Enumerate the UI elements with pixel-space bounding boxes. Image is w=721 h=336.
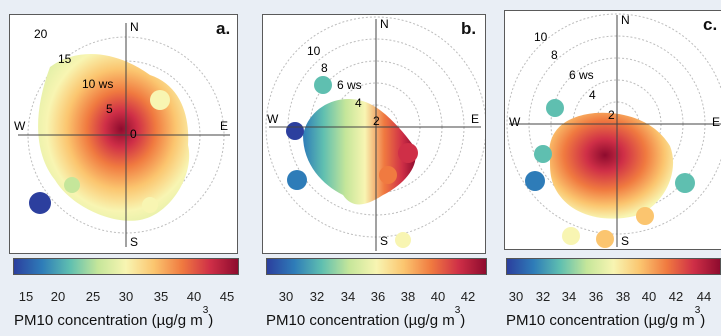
east-label: E <box>471 112 479 126</box>
tick-label: 38 <box>400 289 416 304</box>
tick-label: 15 <box>18 289 34 304</box>
ring-label: 8 <box>551 48 558 62</box>
south-label: S <box>621 234 629 248</box>
ring-label: 8 <box>321 61 328 75</box>
tick-label: 40 <box>641 289 657 304</box>
south-label: S <box>380 234 388 248</box>
ring-label: 5 <box>106 102 113 116</box>
tick-label: 40 <box>430 289 446 304</box>
tick-label: 42 <box>668 289 684 304</box>
south-label: S <box>130 235 138 249</box>
tick-label: 30 <box>508 289 524 304</box>
tick-label: 42 <box>460 289 476 304</box>
polar-plot-b: N S E W 10 8 6 ws 4 2 <box>265 16 485 251</box>
ring-label: 10 ws <box>82 77 113 91</box>
polar-plot-a: N S E W 20 15 10 ws 5 0 <box>14 20 230 249</box>
colorbar-title-c: PM10 concentration (µg/g m3) <box>506 305 706 329</box>
colorbar-c <box>506 258 721 275</box>
ring-label: 4 <box>355 96 362 110</box>
ring-label: 6 ws <box>337 78 362 92</box>
compass-axes <box>18 23 230 247</box>
concentration-surface <box>525 99 695 248</box>
tick-label: 36 <box>588 289 604 304</box>
north-label: N <box>130 20 139 34</box>
colorbar-b <box>266 258 487 275</box>
west-label: W <box>267 112 279 126</box>
tick-label: 30 <box>118 289 134 304</box>
ring-label: 20 <box>34 27 48 41</box>
colorbar-title-b: PM10 concentration (µg/g m3) <box>266 305 466 329</box>
ring-label: 4 <box>589 88 596 102</box>
ring-label: 2 <box>373 114 380 128</box>
tick-label: 35 <box>153 289 169 304</box>
tick-label: 25 <box>85 289 101 304</box>
tick-label: 45 <box>219 289 235 304</box>
tick-label: 34 <box>561 289 577 304</box>
compass-axes <box>269 19 481 251</box>
ring-label: 15 <box>58 52 72 66</box>
ring-label: 2 <box>608 108 615 122</box>
polar-plot-c: N S E W 10 8 6 ws 4 2 <box>506 13 721 248</box>
tick-label: 40 <box>186 289 202 304</box>
tick-label: 36 <box>370 289 386 304</box>
ring-label: 10 <box>534 30 548 44</box>
tick-label: 32 <box>535 289 551 304</box>
tick-label: 32 <box>309 289 325 304</box>
ring-label: 0 <box>130 127 137 141</box>
tick-label: 44 <box>696 289 712 304</box>
colorbar-ticks-c: 30 32 34 36 38 40 42 44 <box>506 289 721 305</box>
colorbar-a <box>13 258 239 275</box>
west-label: W <box>509 115 521 129</box>
tick-label: 30 <box>278 289 294 304</box>
panel-letter: b. <box>461 19 477 38</box>
north-label: N <box>380 17 389 31</box>
polar-plot-panel-c: N S E W 10 8 6 ws 4 2 c. <box>504 10 721 250</box>
concentration-surface <box>286 76 418 248</box>
north-label: N <box>621 13 630 27</box>
compass-axes <box>509 15 721 247</box>
tick-label: 20 <box>50 289 66 304</box>
panel-letter: c. <box>703 15 718 34</box>
east-label: E <box>220 119 228 133</box>
colorbar-ticks-a: 15 20 25 30 35 40 45 <box>13 289 239 305</box>
panel-letter: a. <box>216 19 231 38</box>
colorbar-ticks-b: 30 32 34 36 38 40 42 <box>266 289 487 305</box>
tick-label: 34 <box>340 289 356 304</box>
colorbar-title-a: PM10 concentration (µg/g m3) <box>14 305 214 329</box>
ring-label: 10 <box>307 44 321 58</box>
polar-plot-panel-a: N S E W 20 15 10 ws 5 0 a. <box>9 14 238 254</box>
west-label: W <box>14 119 26 133</box>
tick-label: 38 <box>615 289 631 304</box>
polar-plot-panel-b: N S E W 10 8 6 ws 4 2 b. <box>262 14 486 254</box>
east-label: E <box>712 115 720 129</box>
ring-label: 6 ws <box>569 68 594 82</box>
concentration-surface <box>29 53 190 221</box>
